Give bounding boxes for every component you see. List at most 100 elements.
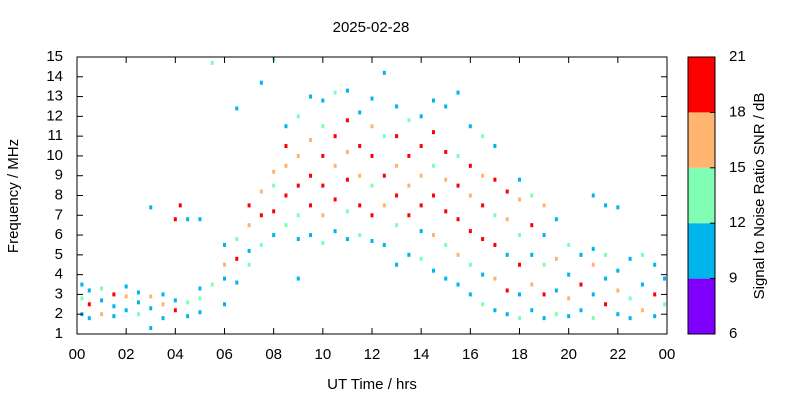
point — [87, 316, 91, 321]
point — [542, 292, 546, 297]
point — [481, 203, 485, 208]
point — [554, 288, 558, 293]
point — [419, 229, 423, 234]
point — [530, 282, 534, 287]
point — [149, 294, 153, 299]
point — [456, 90, 460, 95]
point — [468, 262, 472, 267]
colorbar-frame — [687, 56, 716, 335]
point — [358, 203, 362, 208]
point — [628, 256, 632, 261]
y-tick-label: 2 — [55, 305, 63, 322]
point — [345, 118, 349, 123]
colorbar-label: Signal to Noise Ratio SNR / dB — [751, 93, 768, 300]
point — [124, 308, 128, 313]
point — [518, 177, 521, 182]
point — [296, 237, 300, 242]
point — [112, 314, 116, 319]
point — [444, 209, 448, 214]
colorbar-tick-label: 9 — [729, 270, 737, 287]
x-tick-label: 08 — [265, 346, 282, 363]
point — [444, 177, 448, 182]
point — [358, 110, 362, 115]
point — [604, 302, 608, 307]
point — [640, 282, 644, 287]
point — [407, 118, 411, 123]
colorbar-tick-label: 15 — [729, 159, 746, 176]
point — [616, 312, 620, 317]
colorbar-band — [688, 167, 715, 224]
point — [653, 262, 657, 267]
point — [616, 205, 620, 210]
colorbar-tick-label: 18 — [729, 103, 746, 120]
point — [284, 124, 288, 129]
point — [223, 276, 226, 281]
point — [382, 70, 386, 75]
point — [235, 237, 239, 242]
point — [173, 308, 177, 313]
point — [456, 183, 460, 188]
point — [124, 294, 128, 299]
point — [419, 256, 423, 261]
colorbar-tick-label: 6 — [729, 325, 737, 342]
point — [640, 308, 644, 313]
point — [395, 134, 399, 139]
point — [272, 209, 276, 214]
point — [272, 233, 276, 238]
point — [518, 262, 521, 267]
point — [456, 153, 460, 158]
point — [431, 130, 435, 135]
point — [567, 242, 571, 247]
point — [407, 153, 411, 158]
point — [456, 217, 460, 222]
x-tick-label: 16 — [462, 346, 479, 363]
point — [370, 153, 374, 158]
colorbar-band — [688, 57, 715, 113]
point — [296, 114, 300, 119]
point — [272, 183, 276, 188]
point — [456, 252, 460, 257]
point — [505, 189, 509, 194]
point — [505, 288, 509, 293]
point — [663, 302, 667, 307]
y-tick-label: 12 — [46, 107, 63, 124]
point — [468, 124, 472, 129]
point — [296, 153, 300, 158]
point — [518, 197, 521, 202]
point — [444, 242, 448, 247]
point — [100, 312, 104, 317]
point — [604, 252, 608, 257]
point — [604, 203, 608, 208]
y-tick-label: 6 — [55, 226, 63, 243]
point — [431, 268, 435, 273]
point — [223, 242, 226, 247]
y-tick-label: 7 — [55, 206, 63, 223]
colorbar-band — [688, 278, 715, 334]
point — [518, 316, 521, 321]
point — [579, 252, 583, 257]
point — [591, 292, 595, 297]
point — [136, 312, 140, 317]
point — [395, 163, 399, 168]
point — [345, 149, 349, 154]
point — [382, 134, 386, 139]
point — [309, 94, 313, 99]
point — [640, 252, 644, 257]
point — [370, 96, 374, 101]
y-tick-label: 9 — [55, 167, 63, 184]
point — [136, 290, 140, 295]
point — [161, 302, 165, 307]
point — [407, 252, 411, 257]
point — [186, 217, 190, 222]
point — [149, 306, 153, 311]
point — [284, 144, 288, 149]
point — [186, 314, 190, 319]
point — [223, 262, 226, 267]
y-tick-label: 13 — [46, 88, 63, 105]
y-tick-label: 15 — [46, 48, 63, 65]
point — [186, 300, 190, 305]
point — [247, 262, 251, 267]
point — [259, 213, 263, 218]
point — [554, 256, 558, 261]
